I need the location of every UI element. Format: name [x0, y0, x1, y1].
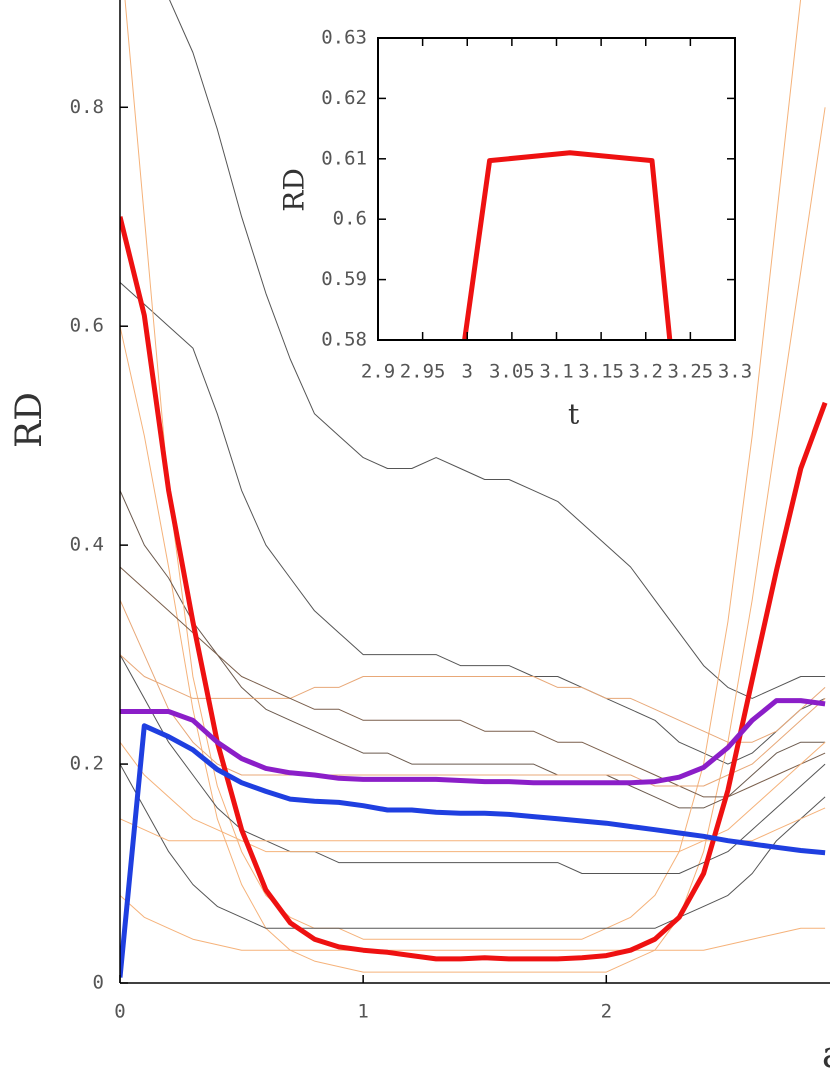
inset-background — [378, 38, 735, 340]
x-tick-label: 2.95 — [400, 361, 446, 383]
x-tick-label: 2.9 — [361, 361, 395, 383]
x-tick-label: 3.3 — [718, 361, 752, 383]
x-tick-label: 3.2 — [629, 361, 663, 383]
x-tick-label: 3.1 — [539, 361, 573, 383]
data-line — [120, 599, 826, 787]
x-tick-label: 3.25 — [667, 361, 713, 383]
y-tick-label: 0 — [93, 972, 104, 994]
y-tick-label: 0.6 — [70, 315, 104, 337]
data-line — [120, 654, 826, 743]
y-tick-label: 0.61 — [321, 147, 367, 169]
y-tick-label: 0.63 — [321, 27, 367, 49]
x-tick-label: 3 — [462, 361, 473, 383]
x-tick-label: 2 — [601, 1001, 612, 1023]
y-tick-label: 0.8 — [70, 96, 104, 118]
data-line — [120, 216, 828, 962]
data-line — [120, 763, 826, 929]
y-tick-label: 0.59 — [321, 268, 367, 290]
data-line — [462, 150, 673, 340]
data-line — [120, 490, 826, 809]
x-tick-label: 3.15 — [578, 361, 624, 383]
x-tick-label: 1 — [357, 1001, 368, 1023]
data-line — [120, 723, 826, 978]
data-line — [120, 566, 826, 798]
data-line — [120, 807, 826, 842]
y-tick-label: 0.4 — [70, 534, 104, 556]
data-line — [120, 698, 826, 786]
x-axis-label: a — [822, 1035, 830, 1075]
inset-plot-area — [462, 150, 673, 340]
axes: 0 0.2 0.4 0.6 0.8 0 1 2 RD a 0.58 0.59 0.6 0.61 0.62 0.… — [9, 0, 830, 1075]
y-axis-label: RD — [9, 392, 50, 448]
y-tick-label: 0.2 — [70, 753, 104, 775]
x-tick-label: 0 — [114, 1001, 125, 1023]
y-tick-label: 0.6 — [333, 208, 367, 230]
data-line — [120, 282, 826, 765]
x-axis-label: t — [568, 398, 580, 431]
plot-area — [120, 0, 828, 978]
data-line — [120, 107, 826, 973]
y-tick-label: 0.58 — [321, 329, 367, 351]
y-tick-label: 0.62 — [321, 87, 367, 109]
y-axis-label: RD — [278, 168, 311, 212]
data-line — [120, 895, 826, 951]
x-tick-label: 3.05 — [489, 361, 535, 383]
data-line — [169, 0, 826, 699]
